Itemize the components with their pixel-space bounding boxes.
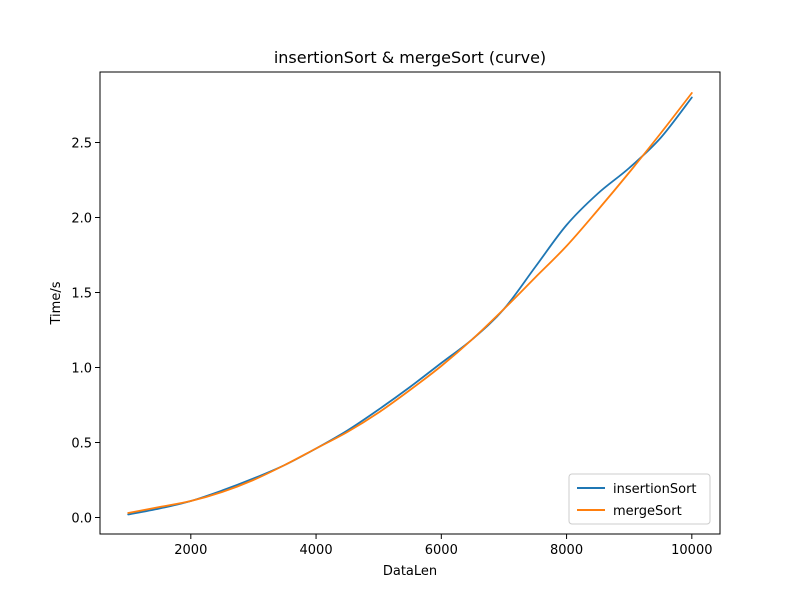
x-tick-label: 10000 xyxy=(671,543,712,558)
x-tick-label: 8000 xyxy=(550,543,583,558)
series-lines xyxy=(127,92,693,516)
y-tick-label: 0.5 xyxy=(71,437,92,452)
y-tick-label: 1.5 xyxy=(71,287,92,302)
legend-box xyxy=(568,473,711,525)
y-tick-label: 0.0 xyxy=(71,512,92,527)
chart-title: insertionSort & mergeSort (curve) xyxy=(274,48,546,67)
x-axis: 2000 4000 6000 8000 10000 xyxy=(174,534,712,558)
y-tick-label: 2.5 xyxy=(71,137,92,152)
series-line-insertionSort xyxy=(127,96,693,516)
y-axis: 0.0 0.5 1.0 1.5 2.0 2.5 xyxy=(71,137,100,527)
legend-label: insertionSort xyxy=(613,482,697,497)
y-axis-label: Time/s xyxy=(49,281,64,325)
x-tick-label: 2000 xyxy=(174,543,207,558)
x-tick-label: 6000 xyxy=(425,543,458,558)
legend-label: mergeSort xyxy=(613,504,682,519)
y-tick-label: 2.0 xyxy=(71,212,92,227)
x-tick-label: 4000 xyxy=(300,543,333,558)
x-axis-label: DataLen xyxy=(383,564,437,579)
series-line-mergeSort xyxy=(127,92,693,514)
axes-frame xyxy=(99,71,721,535)
legend: insertionSort mergeSort xyxy=(568,473,711,525)
y-tick-label: 1.0 xyxy=(71,362,92,377)
